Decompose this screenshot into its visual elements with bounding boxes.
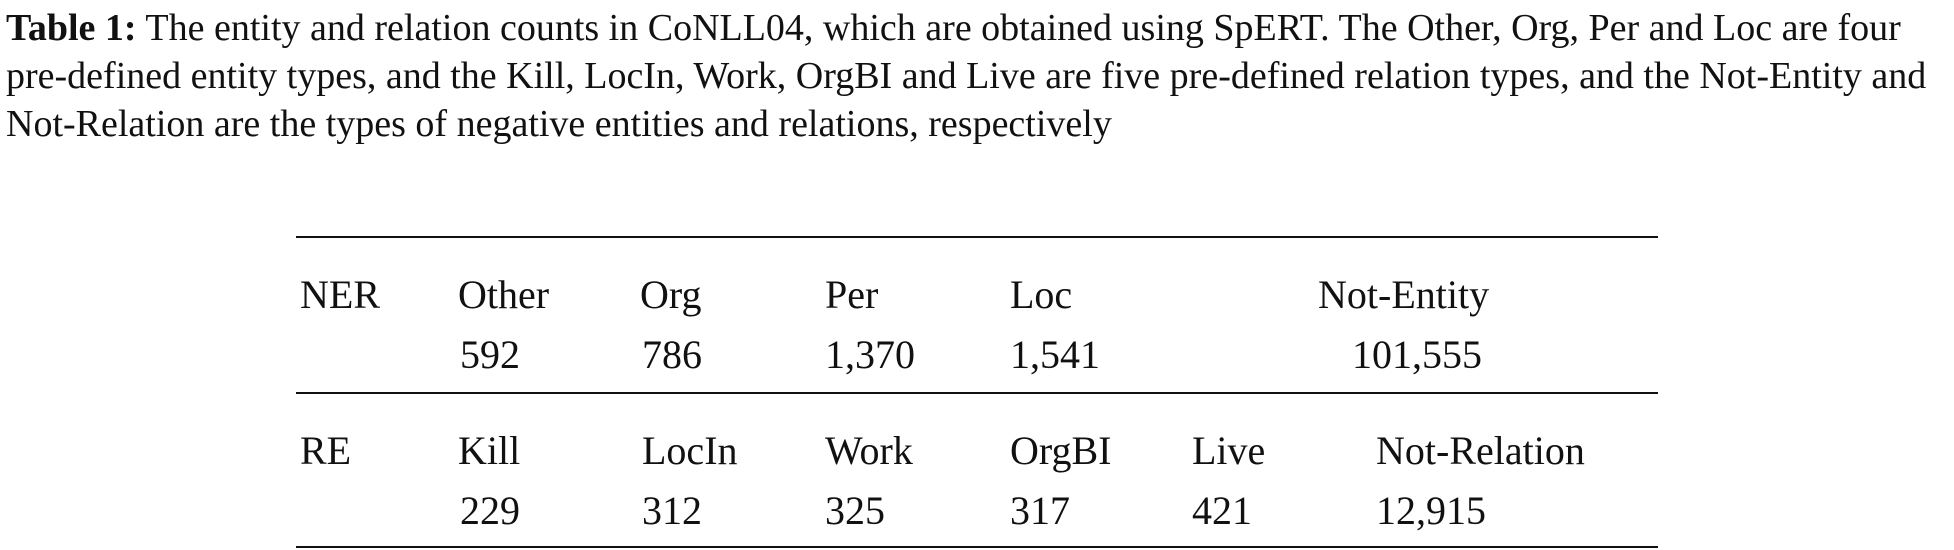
table-top-rule	[296, 236, 1658, 238]
ner-type-not-entity: Not-Entity	[1318, 272, 1490, 317]
ner-count-loc: 1,541	[1010, 332, 1100, 377]
ner-type-org: Org	[640, 272, 702, 317]
re-type-work: Work	[825, 428, 913, 473]
ner-count-org: 786	[642, 332, 702, 377]
table-mid-rule	[296, 392, 1658, 394]
re-count-not-relation: 12,915	[1376, 488, 1486, 533]
table-bottom-rule	[296, 546, 1658, 548]
re-count-kill: 229	[460, 488, 520, 533]
ner-type-loc: Loc	[1010, 272, 1073, 317]
re-type-locin: LocIn	[642, 428, 738, 473]
re-row-label: RE	[300, 428, 352, 473]
ner-type-per: Per	[825, 272, 879, 317]
re-type-orgbi: OrgBI	[1010, 428, 1112, 473]
ner-count-other: 592	[460, 332, 520, 377]
re-type-live: Live	[1192, 428, 1266, 473]
re-count-locin: 312	[642, 488, 702, 533]
table-caption: Table 1: The entity and relation counts …	[6, 4, 1948, 148]
ner-count-not-entity: 101,555	[1352, 332, 1482, 377]
ner-type-other: Other	[458, 272, 550, 317]
re-type-kill: Kill	[458, 428, 521, 473]
re-type-not-relation: Not-Relation	[1376, 428, 1585, 473]
re-count-live: 421	[1192, 488, 1252, 533]
re-count-orgbi: 317	[1010, 488, 1070, 533]
re-count-work: 325	[825, 488, 885, 533]
caption-label: Table 1:	[6, 7, 137, 49]
caption-text: The entity and relation counts in CoNLL0…	[6, 7, 1927, 145]
ner-count-per: 1,370	[825, 332, 915, 377]
ner-row-label: NER	[300, 272, 380, 317]
